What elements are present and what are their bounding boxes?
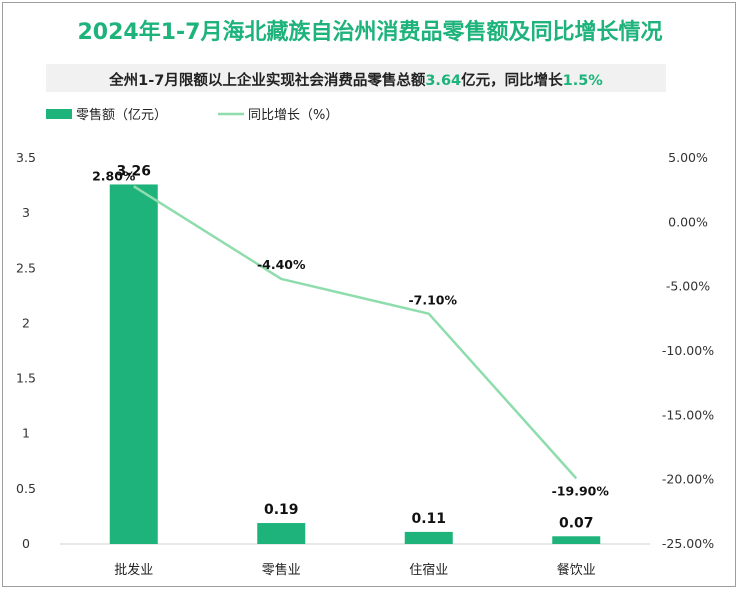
bar-value-label: 0.07 — [559, 515, 594, 531]
subtitle-text-2: 亿元，同比增长 — [461, 73, 563, 89]
subtitle-value-2: 1.5% — [562, 73, 603, 89]
bar — [552, 536, 601, 544]
y-right-tick-label: -25.00% — [662, 536, 714, 551]
legend-bar-swatch — [46, 109, 72, 119]
y-right-tick-label: -15.00% — [662, 407, 714, 422]
y-left-tick-label: 1.5 — [16, 371, 36, 386]
bar — [404, 531, 453, 544]
line-value-label: -19.90% — [552, 483, 610, 498]
line-value-label: -4.40% — [257, 257, 306, 272]
bar-value-label: 0.11 — [411, 511, 446, 527]
y-left-tick-label: 0 — [22, 536, 30, 551]
x-category-label: 批发业 — [114, 562, 153, 578]
y-right-tick-label: -10.00% — [662, 343, 714, 358]
subtitle-text-1: 全州1-7月限额以上企业实现社会消费品零售总额 — [109, 73, 426, 89]
y-left-tick-label: 2.5 — [16, 260, 36, 275]
line-value-label: 2.80% — [92, 168, 136, 183]
subtitle-box: 全州1-7月限额以上企业实现社会消费品零售总额3.64亿元，同比增长1.5% — [46, 64, 666, 92]
bar-value-label: 0.19 — [264, 502, 299, 518]
legend-line-label: 同比增长（%） — [248, 108, 338, 123]
x-category-label: 餐饮业 — [557, 562, 596, 578]
y-left-tick-label: 3 — [22, 205, 30, 220]
x-category-label: 住宿业 — [409, 562, 448, 578]
subtitle: 全州1-7月限额以上企业实现社会消费品零售总额3.64亿元，同比增长1.5% — [46, 69, 666, 90]
y-left-tick-label: 0.5 — [16, 481, 36, 496]
y-left-tick-label: 2 — [22, 315, 30, 330]
bar — [257, 523, 306, 544]
bar-value-label: 3.26 — [116, 163, 151, 179]
y-right-tick-label: -5.00% — [666, 279, 710, 294]
x-category-label: 零售业 — [262, 562, 301, 578]
y-right-tick-label: 0.00% — [668, 214, 708, 229]
line-value-label: -7.10% — [408, 293, 457, 308]
growth-line — [133, 185, 578, 480]
subtitle-value-1: 3.64 — [425, 73, 462, 89]
y-left-tick-label: 3.5 — [16, 150, 36, 165]
y-right-tick-label: 5.00% — [668, 150, 708, 165]
y-right-tick-label: -20.00% — [662, 472, 714, 487]
chart-title: 2024年1-7月海北藏族自治州消费品零售额及同比增长情况 — [77, 20, 663, 45]
y-left-tick-label: 1 — [22, 426, 30, 441]
legend-bar-label: 零售额（亿元） — [76, 107, 167, 123]
bar — [109, 184, 158, 544]
